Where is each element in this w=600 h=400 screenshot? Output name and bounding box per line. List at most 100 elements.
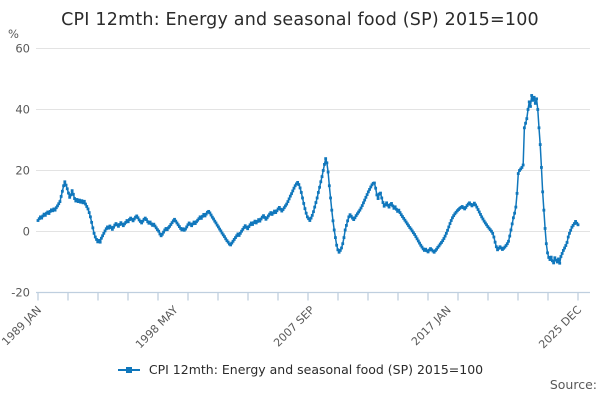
data-point-marker[interactable] — [514, 205, 518, 209]
data-point-marker[interactable] — [87, 211, 91, 214]
data-point-marker[interactable] — [132, 217, 136, 221]
data-point-marker[interactable] — [475, 205, 479, 209]
data-point-marker[interactable] — [416, 239, 420, 243]
data-point-marker[interactable] — [346, 219, 350, 223]
data-point-marker[interactable] — [201, 214, 204, 218]
data-point-marker[interactable] — [405, 222, 409, 226]
data-point-marker[interactable] — [235, 234, 239, 238]
data-point-marker[interactable] — [37, 217, 41, 221]
data-point-marker[interactable] — [280, 209, 284, 213]
data-point-marker[interactable] — [242, 226, 246, 229]
data-point-marker[interactable] — [231, 239, 235, 243]
data-point-marker[interactable] — [217, 225, 220, 229]
data-point-marker[interactable] — [555, 260, 559, 264]
data-point-marker[interactable] — [412, 231, 415, 235]
data-point-marker[interactable] — [531, 98, 535, 102]
data-point-marker[interactable] — [448, 222, 452, 225]
data-point-marker[interactable] — [565, 241, 569, 244]
data-point-marker[interactable] — [253, 219, 257, 223]
data-point-marker[interactable] — [248, 223, 252, 227]
data-point-marker[interactable] — [426, 250, 430, 254]
data-point-marker[interactable] — [295, 182, 298, 186]
data-point-marker[interactable] — [510, 222, 514, 226]
data-point-marker[interactable] — [314, 201, 318, 204]
data-point-marker[interactable] — [195, 220, 198, 224]
data-point-marker[interactable] — [266, 214, 270, 218]
data-point-marker[interactable] — [561, 249, 565, 252]
data-point-marker[interactable] — [67, 191, 70, 195]
data-point-marker[interactable] — [75, 198, 79, 201]
data-point-marker[interactable] — [559, 255, 563, 258]
data-point-marker[interactable] — [273, 209, 276, 213]
data-point-marker[interactable] — [365, 193, 369, 196]
data-point-marker[interactable] — [90, 220, 94, 224]
data-point-marker[interactable] — [158, 232, 162, 236]
data-point-marker[interactable] — [551, 259, 554, 263]
data-point-marker[interactable] — [413, 233, 417, 236]
data-point-marker[interactable] — [241, 227, 245, 231]
data-point-marker[interactable] — [542, 208, 546, 212]
data-point-marker[interactable] — [285, 202, 289, 206]
data-point-marker[interactable] — [308, 219, 312, 222]
data-point-marker[interactable] — [274, 211, 278, 214]
data-point-marker[interactable] — [291, 189, 295, 193]
data-point-marker[interactable] — [297, 183, 301, 186]
data-point-marker[interactable] — [524, 121, 527, 125]
data-point-marker[interactable] — [472, 201, 476, 205]
data-point-marker[interactable] — [57, 202, 61, 206]
data-point-marker[interactable] — [214, 221, 218, 225]
data-point-marker[interactable] — [384, 203, 387, 207]
data-point-marker[interactable] — [549, 255, 553, 259]
data-point-marker[interactable] — [126, 220, 130, 224]
data-point-marker[interactable] — [438, 242, 442, 246]
data-point-marker[interactable] — [169, 223, 173, 226]
data-point-marker[interactable] — [540, 166, 543, 169]
data-point-marker[interactable] — [334, 236, 337, 239]
data-point-marker[interactable] — [305, 215, 309, 219]
data-point-marker[interactable] — [463, 207, 467, 211]
data-point-marker[interactable] — [230, 241, 234, 245]
data-point-marker[interactable] — [398, 211, 402, 214]
data-point-marker[interactable] — [103, 229, 107, 233]
data-point-marker[interactable] — [485, 223, 488, 227]
data-point-marker[interactable] — [118, 223, 122, 226]
data-point-marker[interactable] — [421, 247, 425, 251]
data-point-marker[interactable] — [327, 184, 331, 188]
data-point-marker[interactable] — [174, 219, 178, 223]
data-point-marker[interactable] — [59, 195, 63, 198]
data-point-marker[interactable] — [548, 258, 552, 261]
data-point-marker[interactable] — [225, 239, 229, 243]
data-point-marker[interactable] — [340, 246, 343, 250]
data-point-marker[interactable] — [447, 225, 451, 229]
data-point-marker[interactable] — [326, 170, 330, 174]
data-point-marker[interactable] — [402, 216, 406, 220]
data-point-marker[interactable] — [112, 225, 115, 229]
data-point-marker[interactable] — [287, 197, 291, 201]
data-point-marker[interactable] — [115, 223, 119, 227]
data-point-marker[interactable] — [451, 216, 454, 220]
data-point-marker[interactable] — [136, 216, 140, 220]
data-point-marker[interactable] — [373, 181, 376, 185]
data-point-marker[interactable] — [269, 211, 273, 214]
data-point-marker[interactable] — [509, 228, 513, 232]
data-point-marker[interactable] — [570, 225, 574, 229]
data-point-marker[interactable] — [399, 213, 403, 217]
data-point-marker[interactable] — [403, 218, 407, 222]
data-point-marker[interactable] — [84, 202, 87, 206]
data-point-marker[interactable] — [282, 206, 286, 210]
data-point-marker[interactable] — [238, 231, 242, 235]
data-point-marker[interactable] — [442, 237, 446, 240]
data-point-marker[interactable] — [157, 229, 161, 233]
data-point-marker[interactable] — [520, 166, 524, 169]
data-point-marker[interactable] — [543, 227, 547, 230]
data-point-marker[interactable] — [203, 214, 207, 218]
data-point-marker[interactable] — [330, 208, 334, 212]
data-point-marker[interactable] — [135, 214, 139, 218]
data-point-marker[interactable] — [82, 199, 86, 203]
data-point-marker[interactable] — [302, 202, 306, 205]
data-point-marker[interactable] — [547, 256, 551, 259]
data-point-marker[interactable] — [437, 244, 441, 248]
data-point-marker[interactable] — [288, 194, 292, 198]
data-point-marker[interactable] — [433, 249, 437, 253]
data-point-marker[interactable] — [379, 191, 382, 195]
